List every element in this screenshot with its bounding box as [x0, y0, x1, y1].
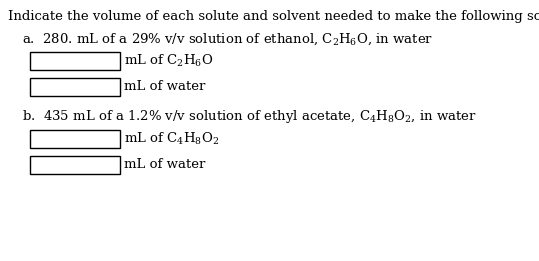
Text: mL of $\mathregular{C_2H_6O}$: mL of $\mathregular{C_2H_6O}$	[124, 53, 213, 69]
Text: a.  280. mL of a 29% v/v solution of ethanol, $\mathregular{C_2H_6O}$, in water: a. 280. mL of a 29% v/v solution of etha…	[22, 32, 433, 48]
Bar	[30, 156, 120, 174]
Text: b.  435 mL of a 1.2% v/v solution of ethyl acetate, $\mathregular{C_4H_8O_2}$, i: b. 435 mL of a 1.2% v/v solution of ethy…	[22, 108, 477, 125]
Text: mL of water: mL of water	[124, 80, 205, 93]
Text: Indicate the volume of each solute and solvent needed to make the following solu: Indicate the volume of each solute and s…	[8, 10, 539, 23]
Bar	[30, 78, 120, 96]
Text: mL of water: mL of water	[124, 158, 205, 171]
Text: mL of $\mathregular{C_4H_8O_2}$: mL of $\mathregular{C_4H_8O_2}$	[124, 131, 219, 147]
Bar	[30, 130, 120, 148]
Bar	[30, 52, 120, 70]
